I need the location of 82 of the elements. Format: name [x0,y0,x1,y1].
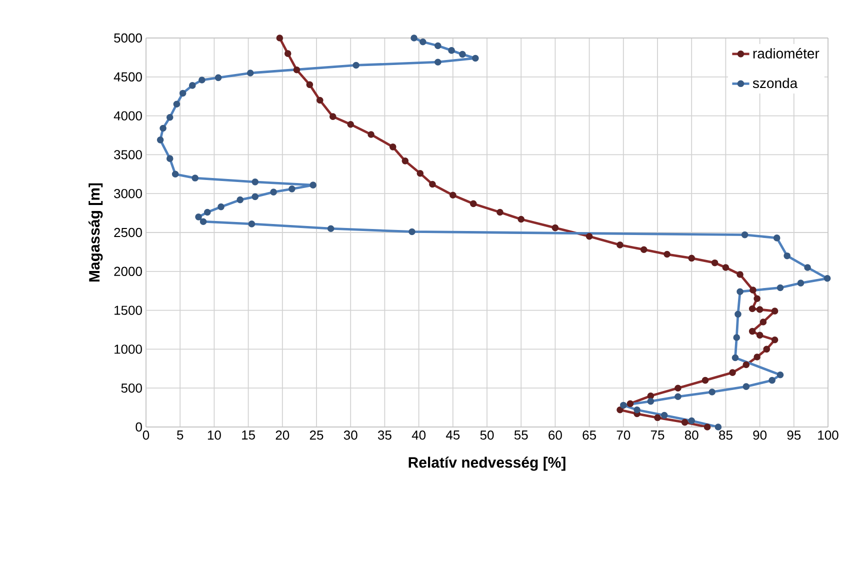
point [771,308,778,314]
x-tick-label: 45 [446,430,460,440]
x-tick-label: 30 [344,430,358,440]
point [756,306,764,313]
point [756,332,764,339]
y-tick-label: 3000 [114,188,142,198]
point [616,406,624,414]
point [389,144,396,150]
point [329,113,336,120]
y-tick-label: 4500 [114,72,142,82]
legend-label: szonda [752,78,798,88]
point [674,384,682,392]
x-tick-label: 0 [142,430,150,440]
point [368,131,374,138]
point [748,328,756,335]
point [316,96,324,104]
x-tick-label: 90 [753,430,767,440]
point [754,354,760,360]
point [763,346,770,353]
y-tick-label: 3500 [114,150,142,160]
point [626,400,634,408]
point [640,246,648,254]
point [450,192,456,199]
x-axis-title: Relatív nedvesség [%] [408,456,566,471]
point [722,264,730,271]
y-tick-label: 2000 [114,266,142,276]
x-tick-label: 100 [818,430,838,440]
x-tick-label: 5 [177,430,184,440]
x-tick-label: 95 [787,430,801,440]
x-tick-label: 65 [582,430,596,440]
y-tick-label: 1500 [114,306,142,315]
x-tick-label: 20 [276,430,290,440]
x-tick-label: 70 [616,430,630,440]
point [754,295,760,302]
x-tick-label: 25 [310,430,324,440]
x-tick-label: 75 [650,430,664,440]
point [688,254,696,262]
point [729,369,736,376]
x-tick-label: 80 [684,430,698,440]
legend-label: radiométer [753,48,820,58]
x-tick-label: 50 [480,430,494,440]
point [293,66,300,74]
x-tick-label: 15 [242,430,255,440]
point [552,224,559,232]
point [647,392,654,400]
point [429,180,436,188]
point [736,271,744,278]
x-tick-label: 60 [548,430,562,440]
point [416,170,424,177]
x-tick-label: 40 [412,430,426,440]
point [306,81,314,88]
x-tick-label: 85 [719,430,732,440]
point [276,34,284,42]
point [347,120,354,128]
point [402,158,409,164]
point [654,414,661,422]
point [702,376,709,384]
point [284,50,292,57]
point [704,424,711,430]
y-tick-label: 0 [136,422,142,432]
point [750,286,756,294]
point [760,318,767,326]
point [748,305,756,312]
point [470,200,477,208]
point [586,232,593,240]
point [496,208,504,216]
y-tick-label: 500 [121,383,142,393]
y-tick-label: 2500 [114,228,142,238]
x-tick-label: 55 [514,430,528,440]
x-tick-label: 35 [378,430,392,440]
point [681,418,688,426]
point [664,250,670,258]
y-tick-label: 4000 [114,111,142,120]
y-tick-label: 5000 [114,33,142,43]
point [742,361,750,368]
x-tick-label: 10 [208,430,221,440]
point [711,259,718,266]
point [771,336,778,344]
y-axis-title: Magasság [m] [88,183,103,282]
point [616,242,624,248]
point [518,216,525,223]
y-tick-label: 1000 [114,344,142,354]
